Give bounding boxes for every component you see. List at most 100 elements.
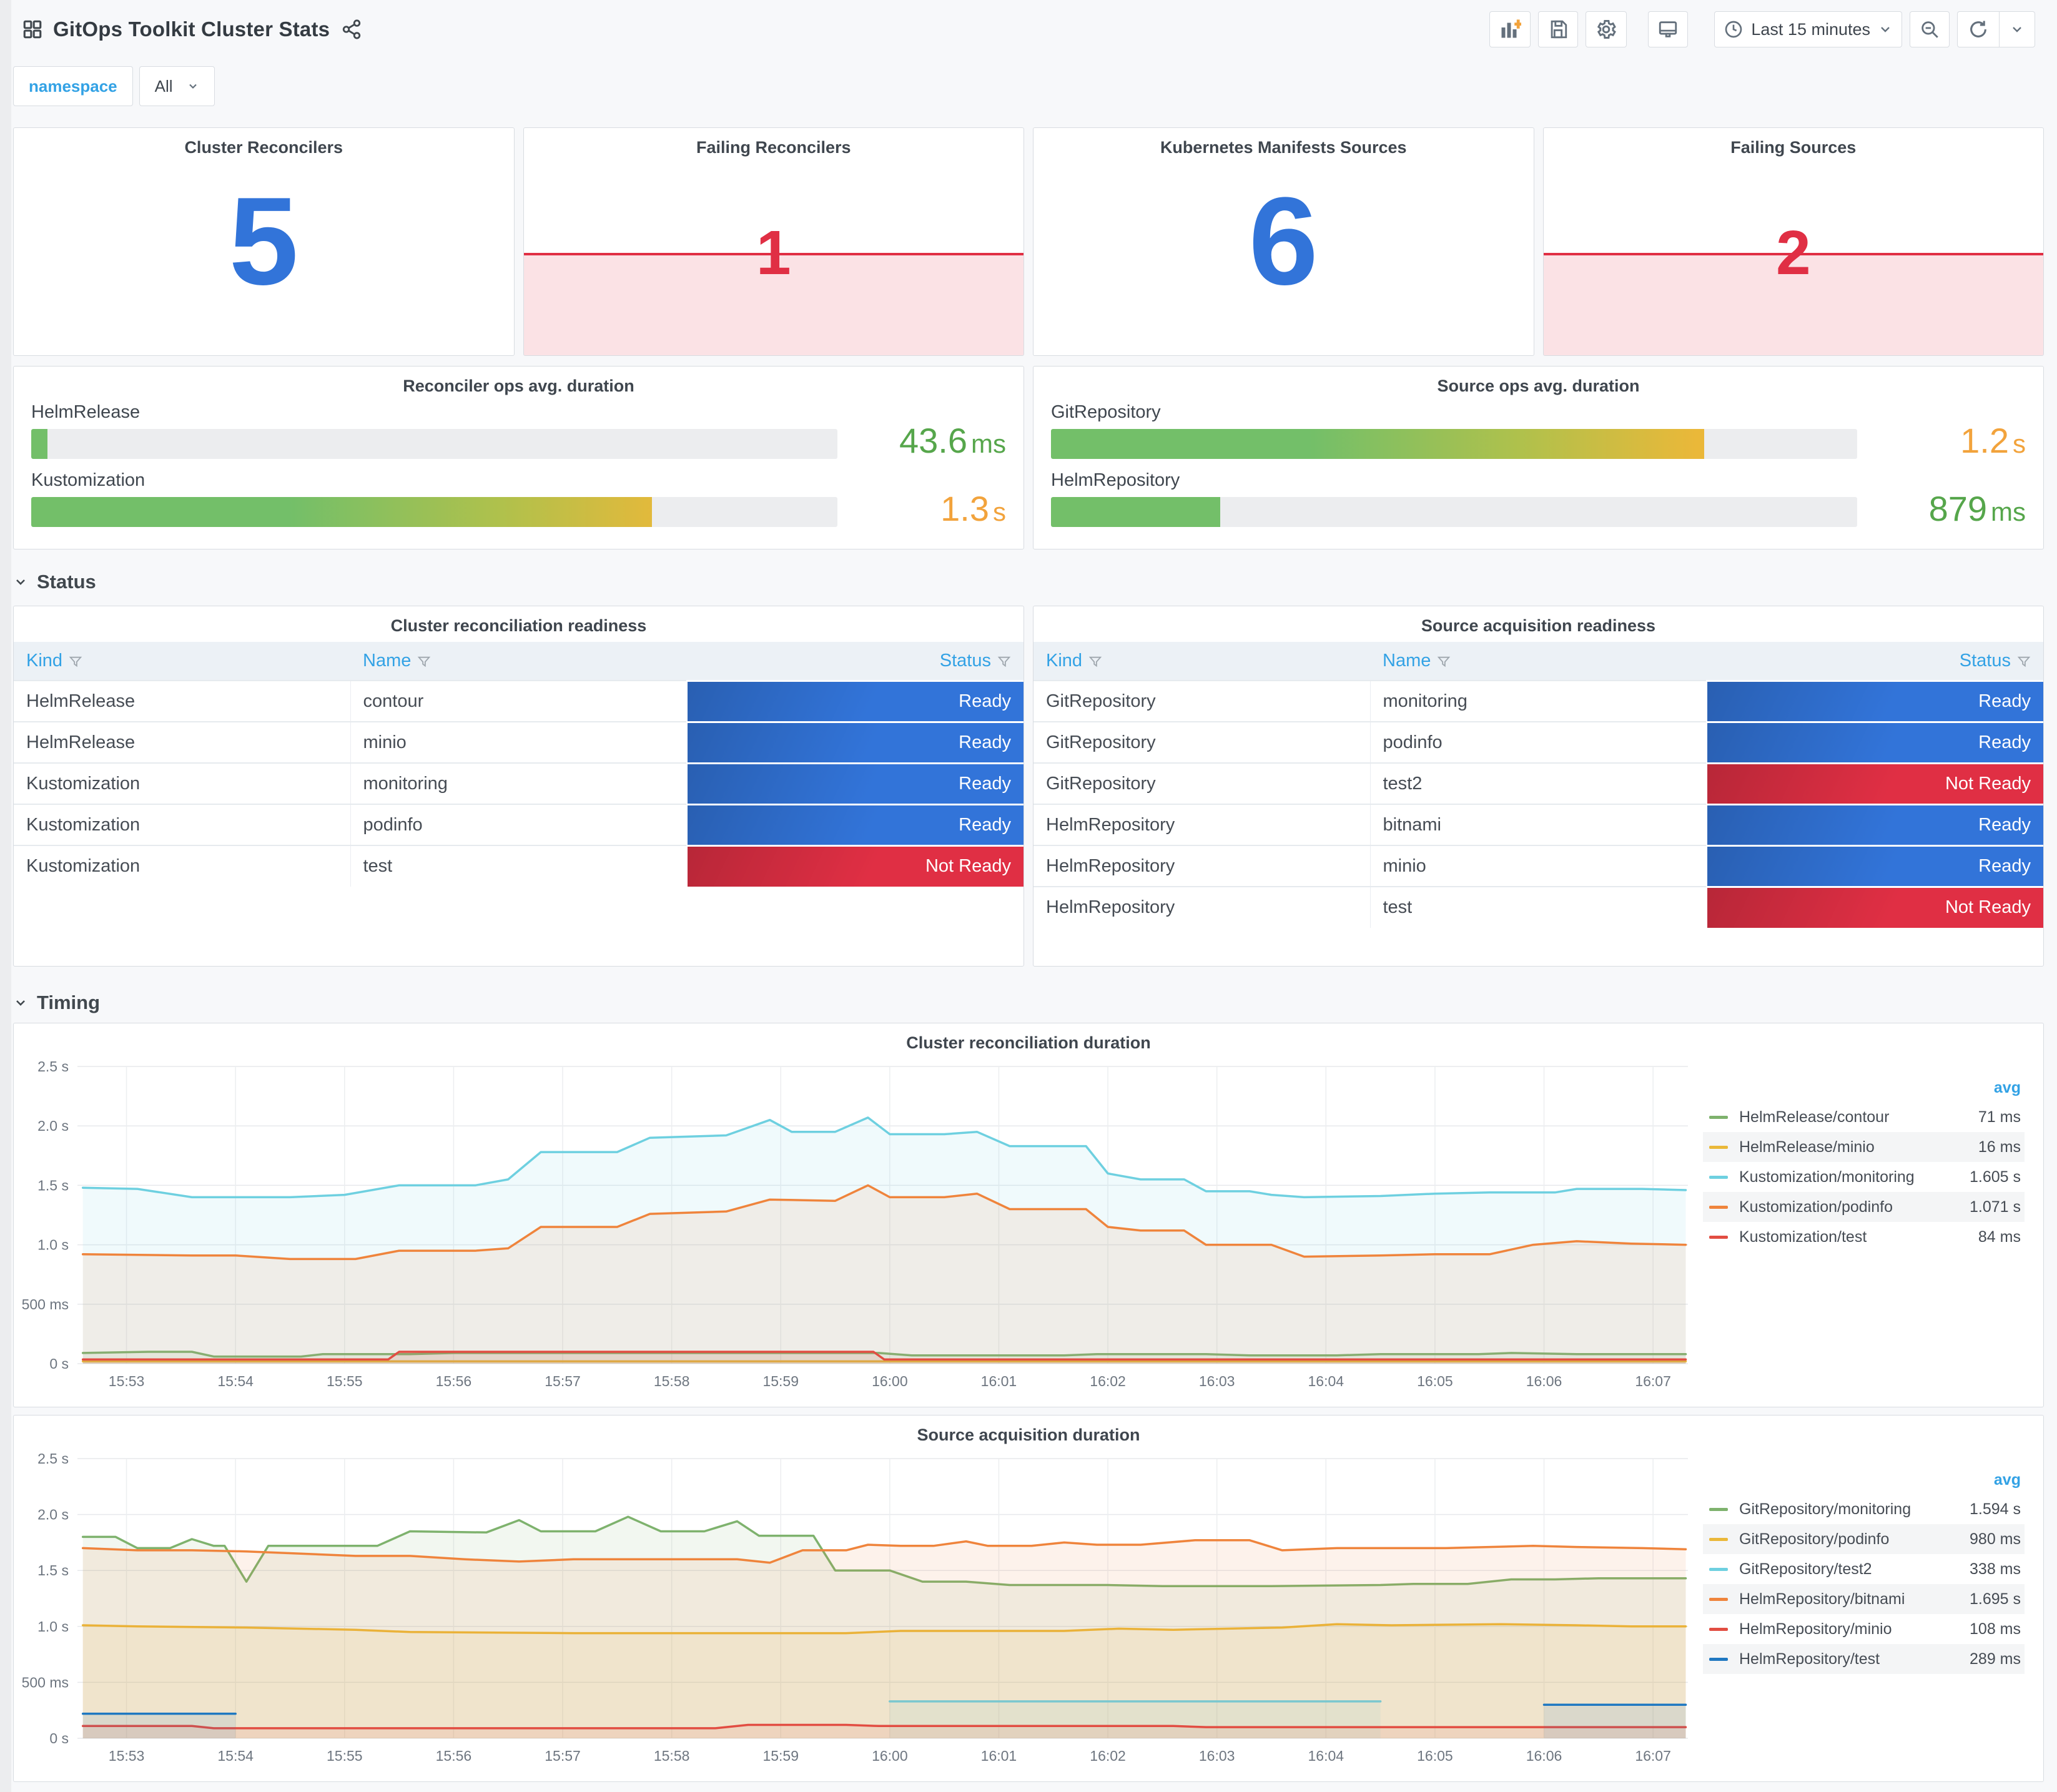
stat-panels-row: Cluster Reconcilers 5 Failing Reconciler… [13,127,2044,356]
column-header-status[interactable]: Status [687,642,1024,681]
column-header-name[interactable]: Name [350,642,687,681]
series-avg-value: 16 ms [1978,1138,2021,1156]
svg-text:16:03: 16:03 [1199,1748,1235,1764]
table-panel-source-acquisition-readiness: Source acquisition readiness Kind Name Sta… [1033,606,2044,967]
legend-item[interactable]: HelmRepository/bitnami 1.695 s [1703,1584,2025,1614]
svg-text:15:54: 15:54 [217,1748,254,1764]
add-panel-icon [1499,18,1522,41]
timeseries-legend: avg HelmRelease/contour 71 ms HelmRelease/m… [1697,1055,2037,1396]
column-header-name[interactable]: Name [1370,642,1707,681]
svg-text:15:55: 15:55 [327,1373,363,1389]
legend-header-avg[interactable]: avg [1993,1471,2021,1489]
panel-title[interactable]: Kubernetes Manifests Sources [1160,138,1407,157]
share-icon[interactable] [341,19,362,40]
table-header-row: Kind Name Status [14,642,1024,681]
tv-mode-button[interactable] [1648,11,1689,47]
cell-name: minio [1369,845,1707,887]
section-header-status[interactable]: Status [13,568,2044,596]
status-badge: Ready [686,803,1024,845]
status-badge: Ready [1706,679,2043,722]
stat-value: 5 [229,172,298,311]
panel-title[interactable]: Cluster reconciliation duration [906,1033,1151,1052]
dashboard-header: GitOps Toolkit Cluster Stats [13,0,2044,50]
gauge-value: 1.3 s [940,489,1006,528]
panel-title[interactable]: Cluster reconciliation readiness [390,616,647,635]
refresh-button[interactable] [1958,11,1999,47]
variable-namespace-value-dropdown[interactable]: All [139,66,215,106]
panel-title[interactable]: Source ops avg. duration [1437,377,1640,395]
svg-text:15:59: 15:59 [762,1373,799,1389]
timeseries-plot[interactable]: 0 s 500 ms 1.0 s 1.5 s 2.0 s 2.5 s 15:53 15:54 1… [17,1447,1697,1771]
legend-item[interactable]: Kustomization/test 84 ms [1703,1222,2025,1252]
legend-item[interactable]: HelmRelease/minio 16 ms [1703,1132,2025,1162]
filter-icon[interactable] [997,651,1011,671]
legend-item[interactable]: HelmRepository/test 289 ms [1703,1644,2025,1674]
table-row: HelmRepository test Not Ready [1033,885,2043,928]
alert-threshold-line [523,253,1024,256]
series-color-swatch [1709,1175,1728,1179]
chevron-down-icon [2010,22,2025,37]
series-color-swatch [1709,1205,1728,1209]
legend-item[interactable]: HelmRelease/contour 71 ms [1703,1102,2025,1132]
save-dashboard-button[interactable] [1538,11,1579,47]
stat-panel-failing-reconcilers: Failing Reconcilers 1 [523,127,1024,356]
legend-item[interactable]: GitRepository/podinfo 980 ms [1703,1524,2025,1554]
svg-text:16:01: 16:01 [981,1748,1017,1764]
panel-title[interactable]: Cluster Reconcilers [184,138,343,157]
panel-title[interactable]: Failing Sources [1730,138,1857,157]
gauge-row-helmrepository: HelmRepository 879 ms [1051,470,2026,527]
variables-row: namespace All [13,66,2044,106]
alert-area-fill [1543,255,2043,355]
filter-icon[interactable] [417,651,431,671]
section-title: Status [37,571,96,593]
legend-item[interactable]: Kustomization/monitoring 1.605 s [1703,1162,2025,1192]
panel-title[interactable]: Source acquisition readiness [1421,616,1656,635]
add-panel-button[interactable] [1489,11,1531,47]
svg-text:0 s: 0 s [49,1730,69,1746]
cell-kind: Kustomization [14,762,350,804]
legend-item[interactable]: Kustomization/podinfo 1.071 s [1703,1192,2025,1222]
column-header-status[interactable]: Status [1707,642,2043,681]
dashboard-settings-button[interactable] [1586,11,1627,47]
series-avg-value: 1.594 s [1969,1500,2021,1518]
cell-name: podinfo [1369,721,1707,763]
zoom-out-button[interactable] [1910,11,1950,47]
stat-value: 2 [1775,218,1811,288]
svg-text:16:07: 16:07 [1635,1373,1671,1389]
column-header-kind[interactable]: Kind [1033,642,1370,681]
legend-item[interactable]: GitRepository/test2 338 ms [1703,1554,2025,1584]
legend-header-avg[interactable]: avg [1993,1079,2021,1096]
section-header-timing[interactable]: Timing [13,989,2044,1017]
svg-text:16:06: 16:06 [1526,1748,1562,1764]
series-avg-value: 1.071 s [1969,1198,2021,1216]
panel-title[interactable]: Failing Reconcilers [696,138,851,157]
gauge-value: 879 ms [1928,489,2026,528]
column-header-kind[interactable]: Kind [14,642,350,681]
cell-name: contour [350,680,687,722]
legend-item[interactable]: HelmRepository/minio 108 ms [1703,1614,2025,1644]
stat-panel-kubernetes-manifests-sources: Kubernetes Manifests Sources 6 [1033,127,1534,356]
table-row: HelmRepository minio Ready [1033,844,2043,887]
time-range-picker[interactable]: Last 15 minutes [1714,11,1902,47]
svg-text:15:56: 15:56 [436,1373,472,1389]
table-panel-cluster-reconciliation-readiness: Cluster reconciliation readiness Kind Nam… [13,606,1024,967]
refresh-interval-picker[interactable] [1999,11,2035,47]
status-badge: Not Ready [1706,762,2043,804]
panel-title[interactable]: Source acquisition duration [917,1425,1140,1444]
svg-text:15:57: 15:57 [545,1748,581,1764]
zoom-out-icon [1919,19,1940,40]
gauge-panel-source-ops: Source ops avg. duration GitRepository 1… [1033,366,2044,549]
table-row: HelmRelease minio Ready [14,721,1024,763]
timeseries-plot[interactable]: 0 s 500 ms 1.0 s 1.5 s 2.0 s 2.5 s 15:53 15:54 1… [17,1055,1697,1396]
legend-item[interactable]: GitRepository/monitoring 1.594 s [1703,1494,2025,1524]
filter-icon[interactable] [1088,651,1102,671]
apps-grid-icon[interactable] [22,19,43,40]
filter-icon[interactable] [69,651,82,671]
filter-icon[interactable] [2017,651,2031,671]
gauge-label: HelmRelease [31,402,141,422]
panel-title[interactable]: Reconciler ops avg. duration [403,377,634,395]
refresh-icon [1968,19,1989,40]
series-color-swatch [1709,1627,1728,1631]
filter-icon[interactable] [1437,651,1451,671]
gauge-track [1051,429,1857,459]
